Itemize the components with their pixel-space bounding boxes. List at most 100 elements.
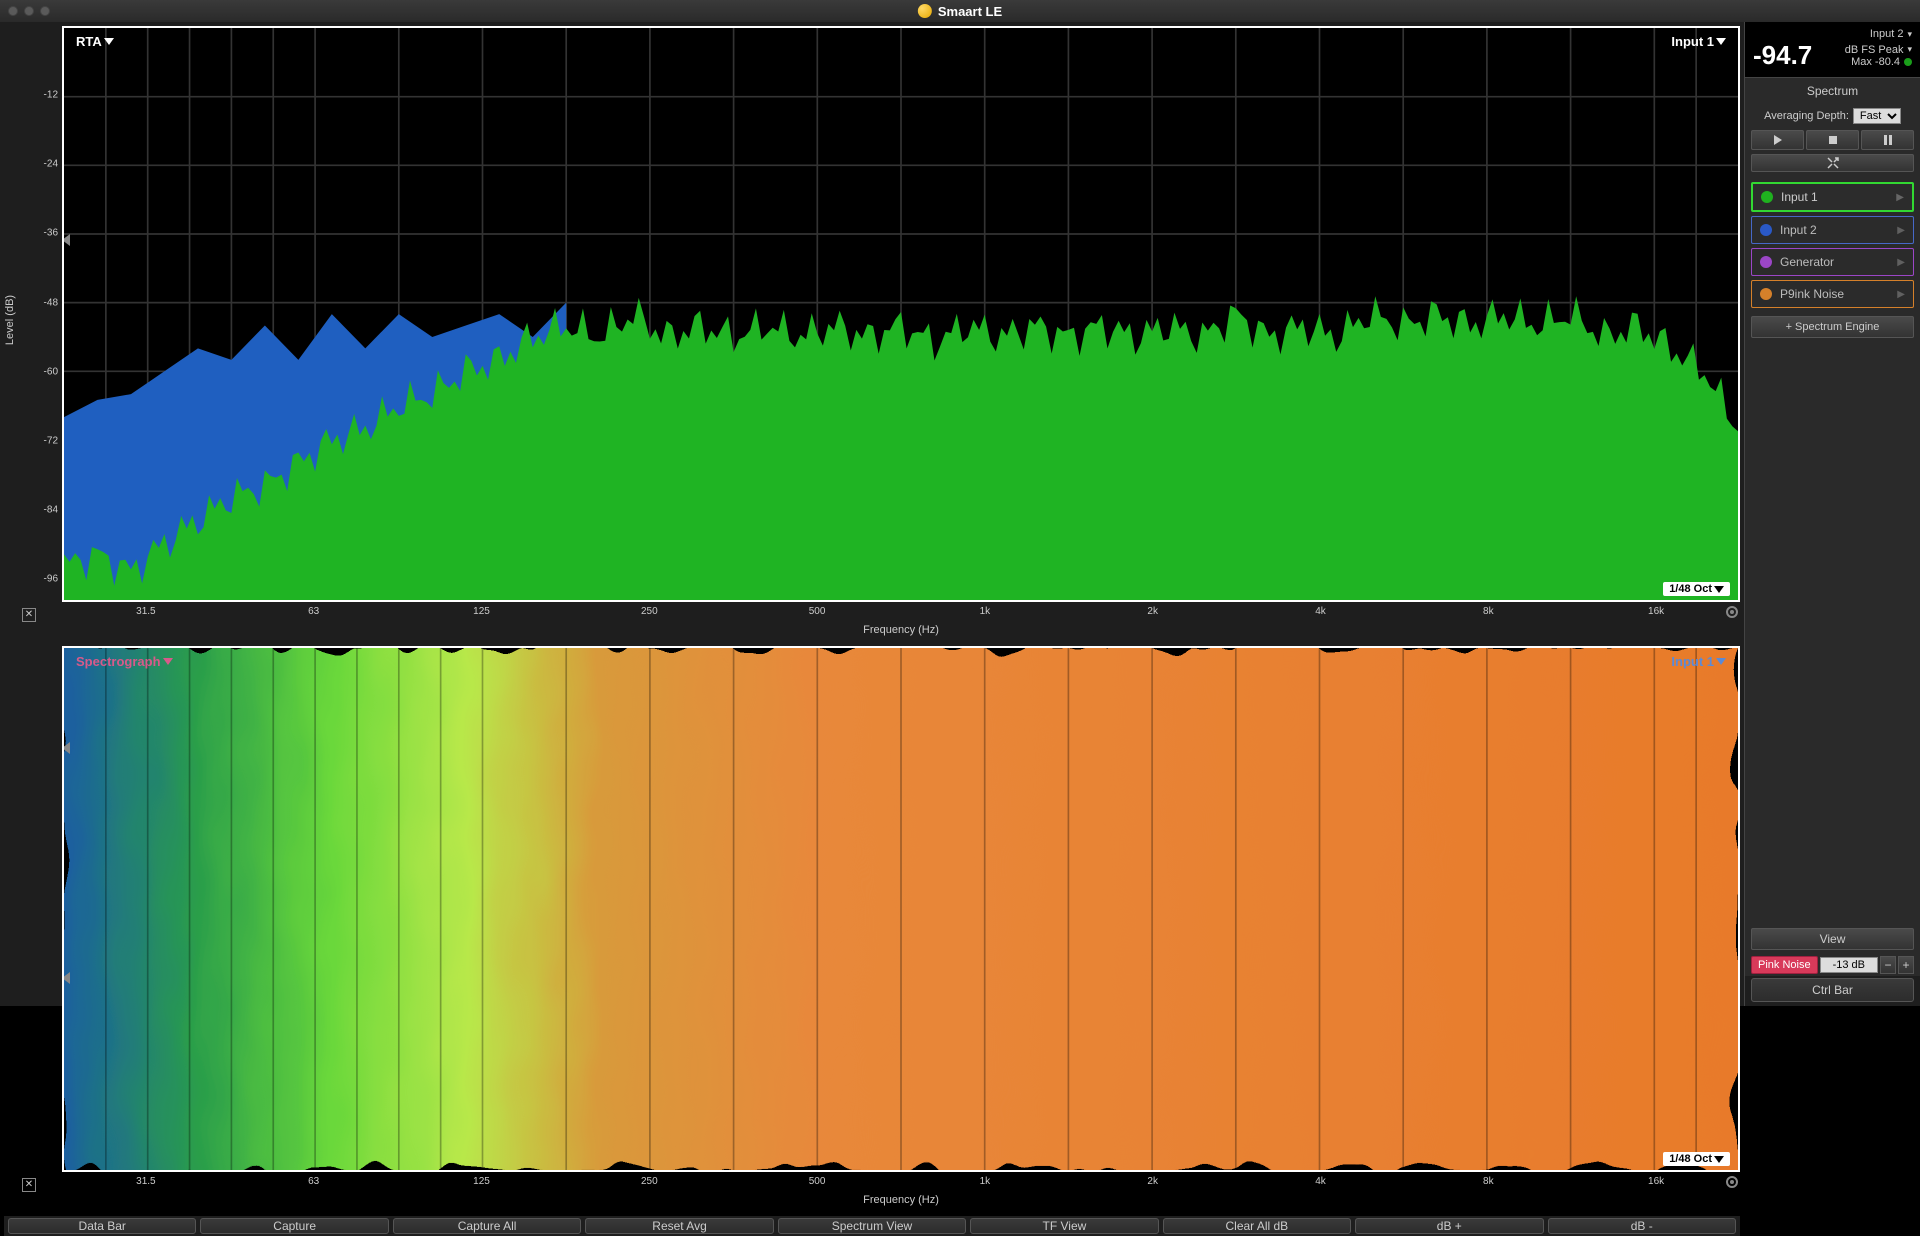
meter-unit-dropdown[interactable]: dB FS Peak bbox=[1845, 44, 1904, 56]
x-tick: 500 bbox=[809, 1176, 826, 1187]
input-label: Input 1 bbox=[1781, 190, 1888, 204]
clip-indicator-icon bbox=[1904, 58, 1912, 66]
chevron-right-icon: ▶ bbox=[1897, 225, 1905, 236]
x-tick: 4k bbox=[1315, 606, 1326, 617]
input-item-p9ink-noise[interactable]: P9ink Noise ▶ bbox=[1751, 280, 1914, 308]
y-tick: -12 bbox=[44, 90, 58, 101]
x-tick: 1k bbox=[980, 606, 991, 617]
pink-noise-button[interactable]: Pink Noise bbox=[1751, 956, 1818, 974]
rta-chart: Level (dB) -12-24-36-48-60-72-84-96 RTA … bbox=[4, 26, 1740, 642]
close-window-icon[interactable] bbox=[8, 6, 18, 16]
x-tick: 1k bbox=[980, 1176, 991, 1187]
time-marker-icon[interactable] bbox=[62, 972, 70, 984]
tools-icon bbox=[1826, 156, 1840, 170]
x-tick: 125 bbox=[473, 606, 490, 617]
spectro-x-label: Frequency (Hz) bbox=[863, 1194, 939, 1206]
rta-resolution-dropdown[interactable]: 1/48 Oct bbox=[1663, 582, 1730, 596]
clear-all-db-button[interactable]: Clear All dB bbox=[1163, 1218, 1351, 1234]
ctrl-bar-button[interactable]: Ctrl Bar bbox=[1751, 978, 1914, 1002]
chevron-right-icon: ▶ bbox=[1897, 257, 1905, 268]
spectro-resolution-dropdown[interactable]: 1/48 Oct bbox=[1663, 1152, 1730, 1166]
x-tick: 63 bbox=[308, 1176, 319, 1187]
x-tick: 63 bbox=[308, 606, 319, 617]
rta-close-button[interactable]: ✕ bbox=[22, 608, 36, 622]
app-title: Smaart LE bbox=[938, 4, 1002, 19]
input-item-generator[interactable]: Generator ▶ bbox=[1751, 248, 1914, 276]
level-marker-icon[interactable] bbox=[62, 234, 70, 246]
titlebar: Smaart LE bbox=[0, 0, 1920, 22]
y-tick: -48 bbox=[44, 297, 58, 308]
capture-button[interactable]: Capture bbox=[200, 1218, 388, 1234]
play-button[interactable] bbox=[1751, 130, 1804, 150]
rta-x-label: Frequency (Hz) bbox=[863, 624, 939, 636]
rta-plot-area[interactable]: RTA Input 1 1/48 Oct bbox=[62, 26, 1740, 602]
app-logo-icon bbox=[918, 4, 932, 18]
minimize-window-icon[interactable] bbox=[24, 6, 34, 16]
y-tick: -84 bbox=[44, 504, 58, 515]
rta-mode-dropdown[interactable]: RTA bbox=[76, 34, 114, 49]
y-tick: -36 bbox=[44, 228, 58, 239]
avg-depth-select[interactable]: Fast bbox=[1853, 108, 1901, 124]
rta-input-dropdown[interactable]: Input 1 bbox=[1671, 34, 1726, 49]
x-tick: 8k bbox=[1483, 606, 1494, 617]
y-tick: -60 bbox=[44, 366, 58, 377]
spectro-mode-dropdown[interactable]: Spectrograph bbox=[76, 654, 173, 669]
spectrograph-plot-area[interactable]: Spectrograph Input 1 1/48 Oct bbox=[62, 646, 1740, 1172]
bottom-toolbar: Data BarCapture Capture AllReset Avg Spect… bbox=[4, 1216, 1740, 1236]
y-tick: -72 bbox=[44, 435, 58, 446]
x-tick: 250 bbox=[641, 606, 658, 617]
chevron-right-icon: ▶ bbox=[1896, 192, 1904, 203]
spectro-input-dropdown[interactable]: Input 1 bbox=[1671, 654, 1726, 669]
db---button[interactable]: dB - bbox=[1548, 1218, 1736, 1234]
x-tick: 2k bbox=[1147, 1176, 1158, 1187]
input-item-input-2[interactable]: Input 2 ▶ bbox=[1751, 216, 1914, 244]
tf-view-button[interactable]: TF View bbox=[970, 1218, 1158, 1234]
spectrum-view-button[interactable]: Spectrum View bbox=[778, 1218, 966, 1234]
window-controls bbox=[8, 6, 50, 16]
stop-button[interactable] bbox=[1806, 130, 1859, 150]
input-color-icon bbox=[1760, 224, 1772, 236]
input-list: Input 1 ▶ Input 2 ▶ Generator ▶ P9ink No… bbox=[1745, 178, 1920, 312]
input-label: Input 2 bbox=[1780, 223, 1889, 237]
db-+-button[interactable]: dB + bbox=[1355, 1218, 1543, 1234]
view-button[interactable]: View bbox=[1751, 928, 1914, 950]
reset-avg-button[interactable]: Reset Avg bbox=[585, 1218, 773, 1234]
x-tick: 125 bbox=[473, 1176, 490, 1187]
add-spectrum-engine-button[interactable]: + Spectrum Engine bbox=[1751, 316, 1914, 338]
x-tick: 16k bbox=[1648, 606, 1664, 617]
x-tick: 4k bbox=[1315, 1176, 1326, 1187]
meter-max: Max -80.4 bbox=[1851, 56, 1900, 68]
x-tick: 2k bbox=[1147, 606, 1158, 617]
data-bar-button[interactable]: Data Bar bbox=[8, 1218, 196, 1234]
x-tick: 16k bbox=[1648, 1176, 1664, 1187]
spectro-settings-icon[interactable] bbox=[1724, 1174, 1740, 1190]
left-panel: Level (dB) -12-24-36-48-60-72-84-96 RTA … bbox=[0, 22, 1744, 1006]
input-label: Generator bbox=[1780, 255, 1889, 269]
tools-button[interactable] bbox=[1751, 154, 1914, 172]
zoom-window-icon[interactable] bbox=[40, 6, 50, 16]
noise-plus-button[interactable]: + bbox=[1898, 956, 1914, 974]
input-label: P9ink Noise bbox=[1780, 287, 1889, 301]
right-panel: Input 2▾ -94.7 dB FS Peak▾ Max -80.4 Spe… bbox=[1744, 22, 1920, 1006]
rta-settings-icon[interactable] bbox=[1724, 604, 1740, 620]
x-tick: 31.5 bbox=[136, 1176, 155, 1187]
capture-all-button[interactable]: Capture All bbox=[393, 1218, 581, 1234]
level-meter: Input 2▾ -94.7 dB FS Peak▾ Max -80.4 bbox=[1745, 22, 1920, 78]
meter-input-dropdown[interactable]: Input 2 bbox=[1870, 28, 1904, 40]
y-tick: -96 bbox=[44, 574, 58, 585]
noise-level-value: -13 dB bbox=[1820, 957, 1878, 973]
x-tick: 250 bbox=[641, 1176, 658, 1187]
x-tick: 500 bbox=[809, 606, 826, 617]
input-color-icon bbox=[1761, 191, 1773, 203]
x-tick: 8k bbox=[1483, 1176, 1494, 1187]
spectro-close-button[interactable]: ✕ bbox=[22, 1178, 36, 1192]
input-color-icon bbox=[1760, 288, 1772, 300]
chevron-right-icon: ▶ bbox=[1897, 289, 1905, 300]
input-color-icon bbox=[1760, 256, 1772, 268]
spectrograph-chart: Spectrograph Input 1 1/48 Oct 31.5 63 125 2… bbox=[4, 646, 1740, 1212]
time-marker-icon[interactable] bbox=[62, 742, 70, 754]
pause-button[interactable] bbox=[1861, 130, 1914, 150]
y-tick: -24 bbox=[44, 159, 58, 170]
noise-minus-button[interactable]: − bbox=[1880, 956, 1896, 974]
input-item-input-1[interactable]: Input 1 ▶ bbox=[1751, 182, 1914, 212]
